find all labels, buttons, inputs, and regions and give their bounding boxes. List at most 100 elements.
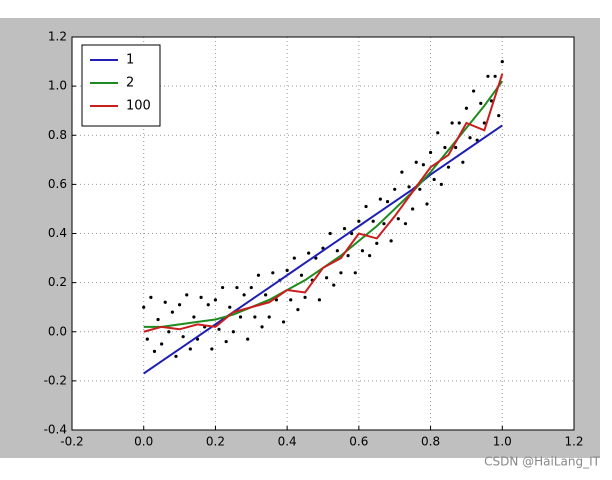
point [472,89,476,93]
x-tick-label: 0.6 [349,435,368,449]
point [375,241,379,245]
point [378,197,382,201]
point [156,317,160,322]
point [260,325,264,329]
x-tick-label: -0.2 [60,435,83,449]
point [235,285,239,290]
point [346,254,350,258]
point [500,59,504,64]
point [486,74,490,78]
y-tick-label: -0.4 [44,423,67,437]
point [360,249,365,253]
point [160,342,164,346]
point [461,160,465,164]
plot-frame [71,36,575,431]
point [199,295,203,299]
point [296,308,300,312]
point [303,295,307,299]
point [446,165,451,169]
point [185,293,189,297]
point [457,121,461,125]
point [421,163,425,167]
point [364,204,368,209]
point [285,268,289,272]
x-tick-label: 0.4 [278,435,297,449]
point [292,256,296,260]
x-tick-label: 0.8 [421,435,440,449]
y-tick-label: 0.8 [48,128,67,142]
point [454,145,458,150]
point [142,305,146,309]
point [432,177,436,182]
point [271,271,275,275]
point [174,354,178,358]
point [428,150,433,155]
point [170,310,174,314]
point [264,293,268,297]
legend-label: 1 [126,53,134,68]
point [400,170,404,174]
y-tick-label: 1.2 [48,30,67,44]
y-tick-label: 0.4 [48,226,67,240]
point [181,335,185,339]
point [342,226,347,231]
x-tick-label: 1.2 [564,435,583,449]
point [149,295,153,299]
point [396,217,400,221]
point [213,298,218,302]
point [307,251,311,255]
point [439,182,443,186]
legend-label: 100 [126,99,151,114]
point [468,136,472,140]
point [289,298,293,302]
point [393,187,397,191]
point [332,283,336,287]
legend-label: 2 [126,76,134,91]
x-tick-label: 0.0 [134,435,153,449]
point [256,273,261,277]
point [152,349,157,353]
point [479,101,483,105]
watermark: CSDN @HaiLang_IT [484,455,601,469]
point [403,222,408,226]
point [353,271,357,275]
point [206,303,210,307]
line [143,124,503,375]
point [464,106,469,110]
point [145,337,149,341]
point [242,293,246,297]
point [414,160,418,164]
point [411,207,415,211]
point [497,114,501,118]
point [210,347,214,351]
point [407,185,411,189]
point [192,315,196,319]
point [221,285,225,290]
point [389,239,393,243]
point [425,202,429,206]
point [177,303,182,307]
point [418,187,422,191]
point [357,219,361,223]
point [167,330,171,334]
point [188,347,192,351]
point [450,121,454,125]
y-tick-label: 0.6 [48,177,67,191]
point [253,315,257,319]
point [281,320,286,324]
point [299,273,304,277]
point [385,199,390,204]
y-tick-label: 1.0 [48,79,67,93]
point [228,305,232,309]
point [267,315,271,319]
point [382,222,386,226]
point [489,99,494,103]
point [339,271,343,275]
point [317,298,322,302]
point [163,300,167,304]
point [217,327,221,331]
point [224,339,228,344]
point [493,74,497,78]
x-tick-label: 0.2 [206,435,225,449]
